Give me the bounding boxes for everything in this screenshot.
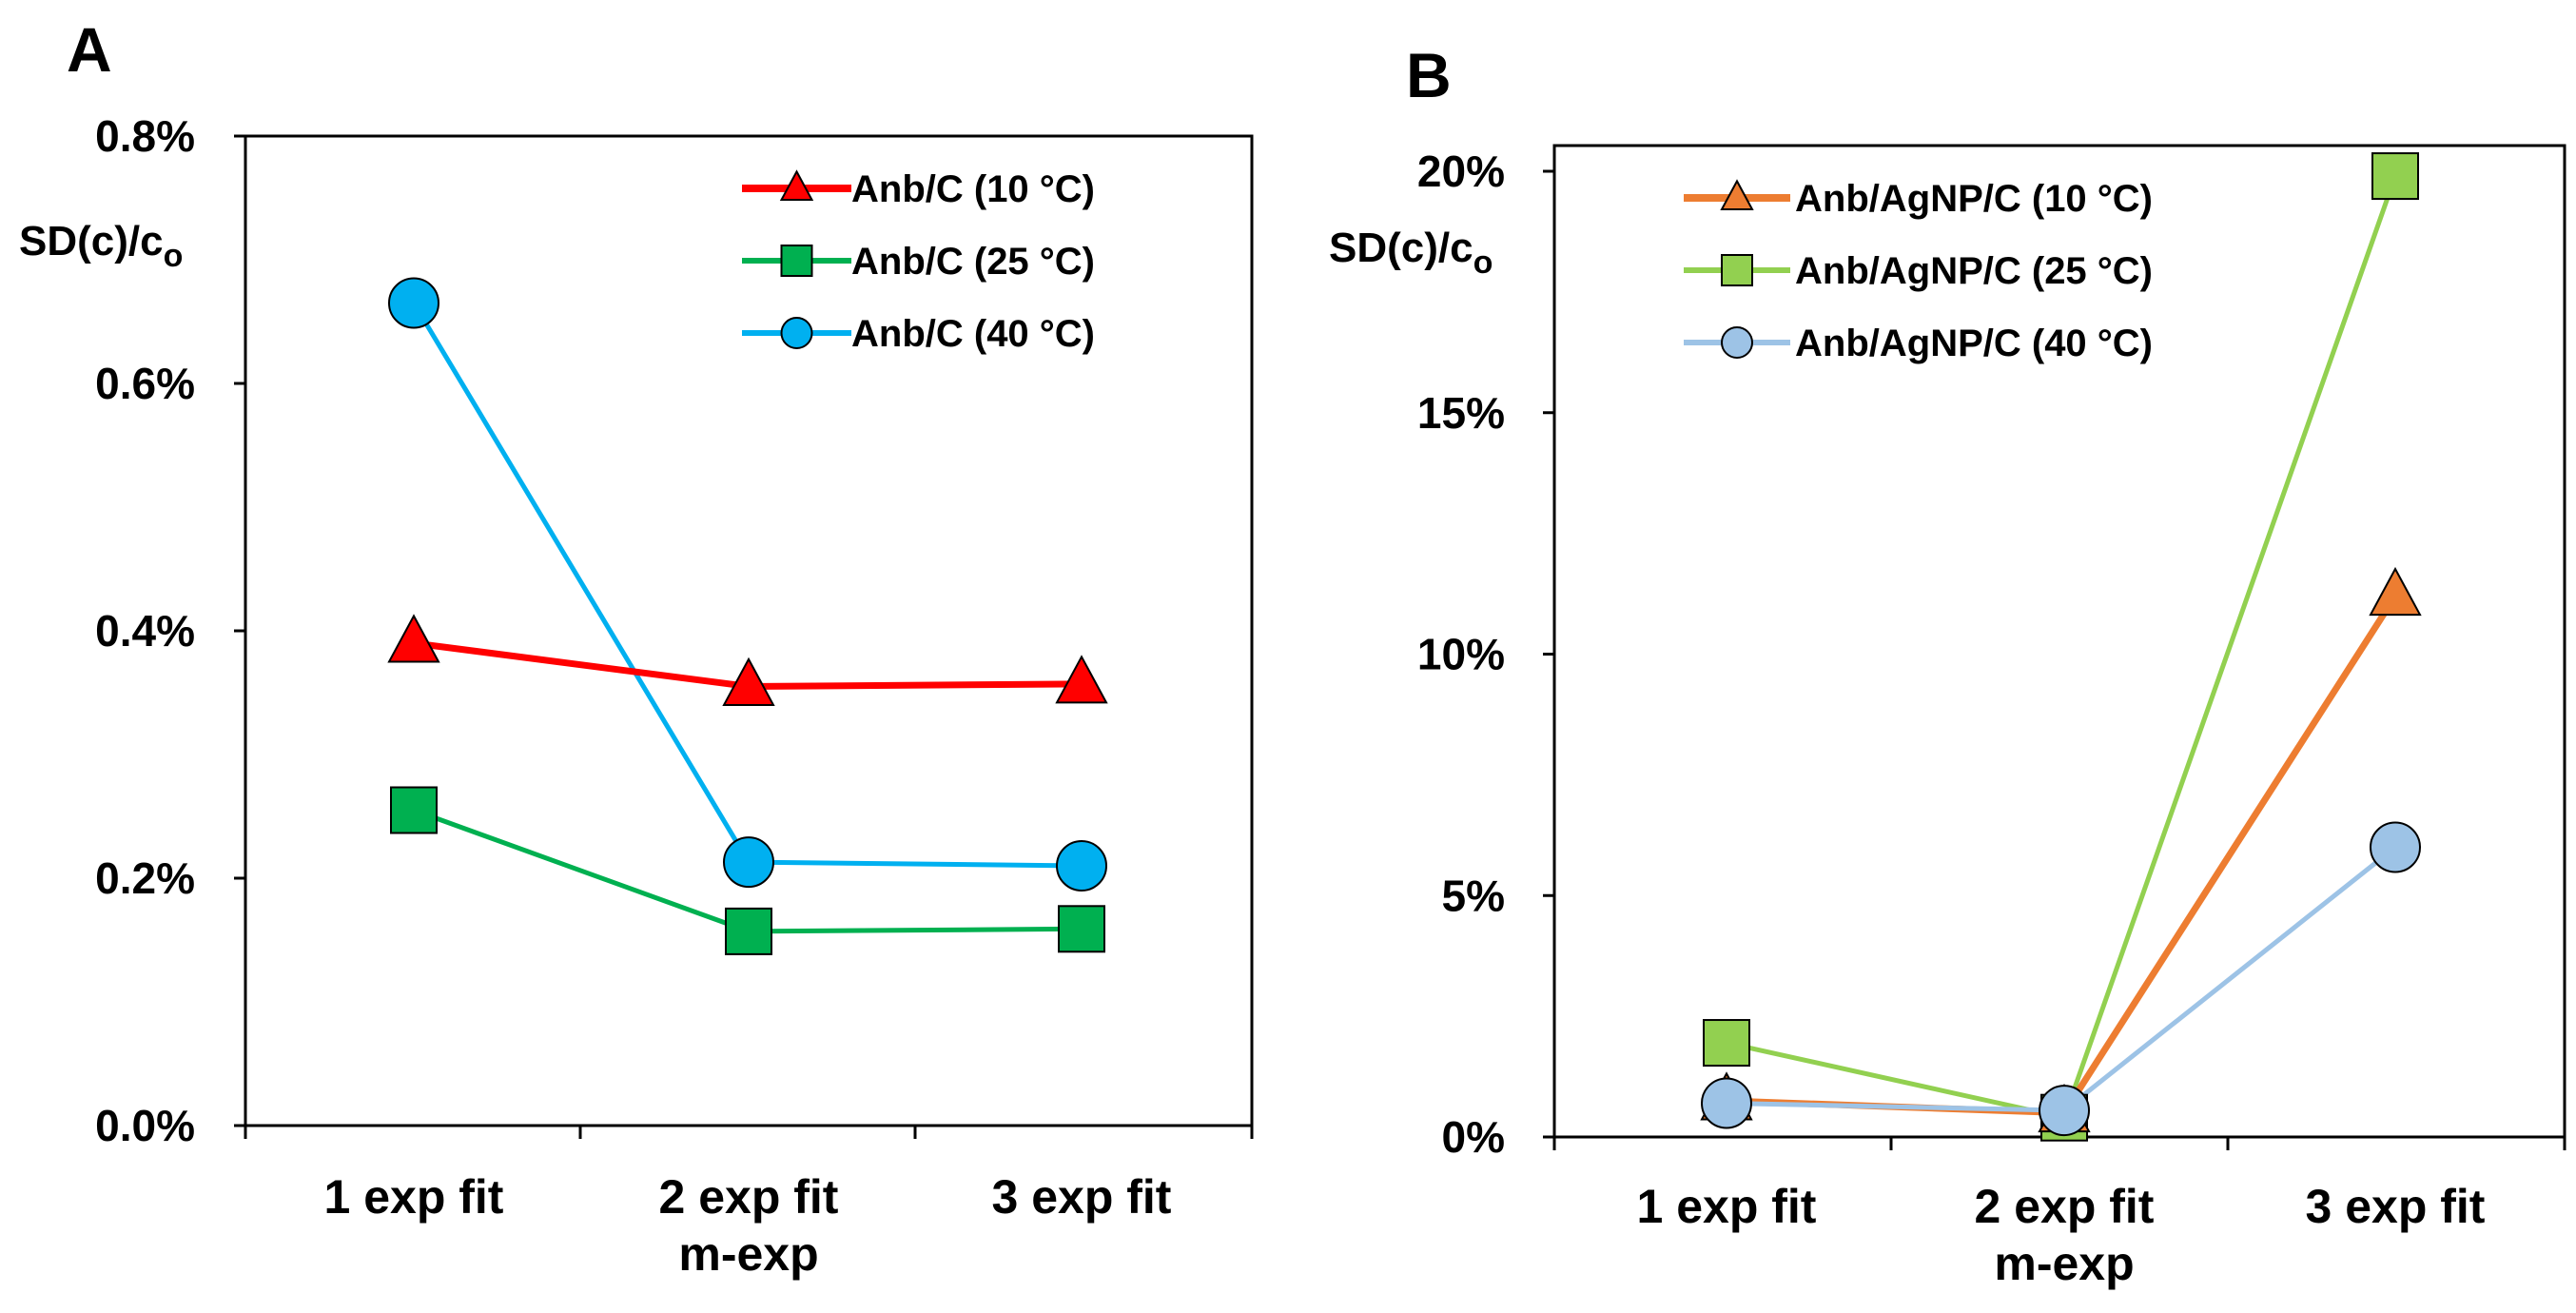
series-line-square [1726, 175, 2398, 1121]
chart-panel-a: 0.0% 0.2% 0.4% 0.6% 0.8% 1 exp fit 2 exp fitm… [19, 111, 1254, 1281]
data-point-triangle [722, 656, 775, 706]
data-point-triangle [1055, 655, 1108, 704]
data-point-square [2371, 152, 2419, 201]
data-point-square [390, 786, 438, 834]
legend-marker-triangle [779, 169, 814, 201]
legend-label: Anb/C (25 °C) [851, 241, 1095, 283]
data-point-triangle [2369, 566, 2422, 617]
x-tick-label: 2 exp fit [659, 1170, 839, 1224]
data-point-circle [2039, 1085, 2090, 1137]
legend-b: Anb/AgNP/C (10 °C) Anb/AgNP/C (25 °C) Anb/… [1684, 178, 2153, 364]
plot-area-b [1552, 144, 2566, 1139]
data-point-circle [388, 277, 439, 329]
legend-label: Anb/AgNP/C (25 °C) [1795, 250, 2153, 292]
data-point-square [725, 907, 772, 955]
x-tick-label: 3 exp fit [992, 1170, 1172, 1224]
y-axis-title-a: SD(c)/co [19, 218, 183, 274]
x-tick-label: 3 exp fit [2306, 1180, 2486, 1233]
y-tick-label: 5% [1442, 871, 1505, 920]
x-tick-label: 2 exp fit [1975, 1180, 2155, 1233]
data-point-circle [723, 836, 774, 889]
y-axis-a: 0.0% 0.2% 0.4% 0.6% 0.8% [95, 111, 245, 1150]
x-tick-label: 1 exp fit [1637, 1180, 1817, 1233]
legend-label: Anb/C (10 °C) [851, 168, 1095, 210]
legend-marker-square [780, 245, 813, 277]
data-point-square [1058, 905, 1105, 953]
series-line-circle [1726, 845, 2397, 1113]
legend-label: Anb/C (40 °C) [851, 313, 1095, 355]
series-group-a [387, 277, 1108, 955]
y-tick-label: 0.0% [95, 1101, 195, 1150]
series-line-triangle [1726, 594, 2398, 1117]
legend-label: Anb/AgNP/C (40 °C) [1795, 323, 2153, 364]
legend-label: Anb/AgNP/C (10 °C) [1795, 178, 2153, 220]
y-axis-title-b: SD(c)/co [1329, 225, 1493, 281]
y-tick-label: 0.4% [95, 606, 195, 656]
series-group-b [1700, 152, 2422, 1142]
y-axis-b: 0% 5% 10% 15% 20% [1417, 147, 1554, 1162]
legend-a: Anb/C (10 °C) Anb/C (25 °C) Anb/C (40 °C) [742, 168, 1095, 355]
y-tick-label: 10% [1417, 630, 1505, 679]
data-point-circle [1056, 840, 1107, 892]
legend-marker-circle [1721, 326, 1753, 359]
panel-label-a: A [67, 14, 112, 85]
y-tick-label: 0.8% [95, 111, 195, 161]
x-tick-label: 1 exp fit [324, 1170, 504, 1224]
y-tick-label: 0.2% [95, 853, 195, 903]
data-point-circle [1701, 1077, 1752, 1129]
data-point-circle [2370, 821, 2421, 873]
legend-marker-circle [780, 317, 813, 349]
y-tick-label: 20% [1417, 147, 1505, 196]
legend-marker-triangle [1720, 179, 1754, 210]
x-tick-sublabel: m-exp [678, 1227, 818, 1281]
legend-marker-square [1721, 254, 1753, 286]
series-line-circle [411, 302, 1083, 869]
data-point-square [1703, 1019, 1750, 1068]
y-tick-label: 0.6% [95, 359, 195, 408]
x-tick-sublabel: m-exp [1994, 1237, 2134, 1290]
panel-label-b: B [1406, 40, 1452, 110]
y-tick-label: 0% [1442, 1112, 1505, 1162]
data-point-triangle [387, 614, 440, 663]
y-tick-label: 15% [1417, 388, 1505, 438]
